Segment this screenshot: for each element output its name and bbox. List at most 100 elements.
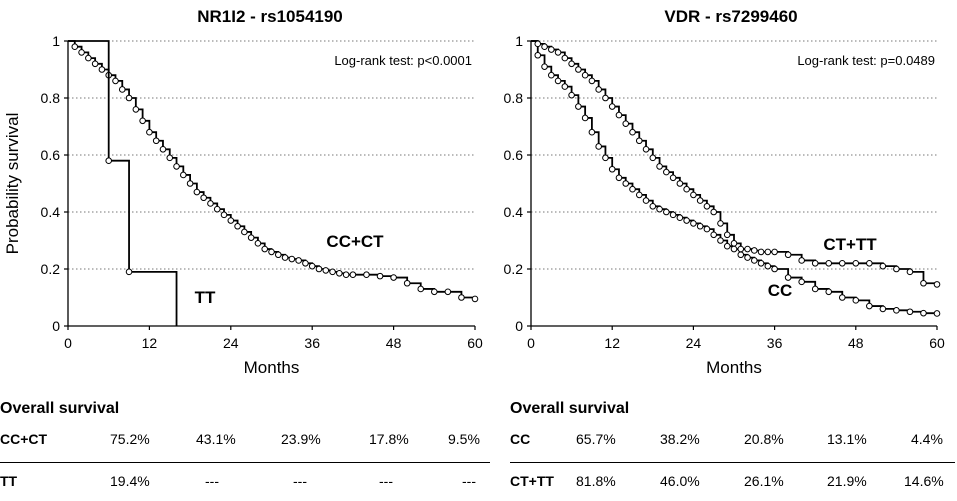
censor-marker [798,278,805,286]
censor-marker [838,294,846,301]
censor-marker [629,185,636,193]
censor-marker [471,295,479,303]
censor-marker [458,294,465,301]
x-tick-label: 12 [142,335,158,351]
censor-marker [581,71,589,79]
table-cell: 13.1% [827,431,867,447]
censor-marker [723,231,731,239]
censor-marker [431,288,438,296]
y-tick-label: 0.8 [504,90,524,106]
censor-marker [811,260,819,267]
censor-marker [649,154,657,162]
censor-marker [139,117,146,125]
censor-marker [349,271,357,279]
censor-marker [683,185,690,193]
table-cell: 21.9% [827,473,867,489]
censor-marker [568,60,575,68]
censor-marker [234,222,241,230]
series-label: CC+CT [326,232,384,251]
censor-marker [220,211,228,219]
series-label: CC [768,281,793,300]
censor-marker [568,91,575,99]
table-divider [510,462,955,463]
censor-marker [757,248,765,256]
table-cell: 65.7% [576,431,616,447]
y-tick-label: 0.8 [41,90,61,106]
censor-marker [602,94,609,102]
censor-marker [933,310,941,317]
censor-marker [811,285,819,293]
table-cell: 4.4% [911,431,943,447]
table-cell: 9.5% [448,431,480,447]
censor-marker [717,237,724,244]
row-label: CC+CT [0,431,48,447]
y-tick-label: 0 [515,318,523,334]
censor-marker [575,103,582,110]
series-line-tt [68,40,178,326]
censor-marker [541,63,548,70]
table-row: CT+TT 81.8% 46.0% 26.1% 21.9% 14.6% [510,473,955,495]
censor-marker [838,260,846,267]
censor-marker [548,71,555,79]
y-tick-label: 0 [52,318,60,334]
row-label: TT [0,473,18,489]
censor-marker [308,262,316,270]
censor-marker [186,180,194,187]
censor-marker [125,268,133,276]
censor-marker [227,217,235,224]
y-tick-label: 0.4 [504,204,524,220]
censor-marker [825,288,833,296]
x-tick-label: 0 [64,335,72,351]
censor-marker [676,214,684,221]
censor-marker [642,197,650,204]
censor-marker [588,77,596,85]
censor-marker [281,254,289,261]
censor-marker [329,268,336,276]
censor-marker [268,248,275,256]
series-label: TT [195,288,216,307]
table-title: Overall survival [0,400,120,417]
x-tick-label: 60 [929,335,945,351]
table-row: CC+CT 75.2% 43.1% 23.9% 17.8% 9.5% [0,431,490,453]
censor-marker [744,245,751,253]
x-tick-label: 0 [527,335,535,351]
censor-marker [588,128,596,136]
logrank-annotation: Log-rank test: p<0.0001 [334,53,472,68]
censor-marker [757,260,765,267]
y-tick-label: 0.6 [41,147,61,163]
y-axis-label: Probability survival [3,113,22,255]
censor-marker [710,208,718,216]
censor-marker [288,255,296,263]
censor-marker [554,77,562,85]
censor-marker [390,274,397,281]
table-cell: --- [462,473,476,489]
censor-marker [906,308,914,316]
censor-marker [336,269,343,277]
censor-marker [676,180,684,187]
censor-marker [180,171,187,179]
table-cell: 20.8% [744,431,784,447]
censor-marker [771,265,778,273]
x-axis-label: Months [706,358,762,377]
censor-marker [254,240,262,247]
censor-marker [112,77,119,85]
censor-marker [893,265,900,273]
chart-title: NR1I2 - rs1054190 [197,7,343,26]
censor-marker [548,46,555,53]
censor-marker [879,305,887,313]
censor-marker [615,111,623,119]
censor-marker [444,288,452,296]
censor-marker [656,205,663,213]
censor-marker [615,174,623,182]
x-tick-label: 36 [304,335,320,351]
censor-marker [622,120,630,127]
censor-marker [241,228,248,236]
censor-marker [274,251,282,259]
censor-marker [302,260,309,267]
censor-marker [85,54,92,62]
table-divider [0,462,490,463]
censor-marker [920,309,927,317]
censor-marker [920,279,927,287]
censor-marker [852,297,860,304]
censor-marker [622,180,630,187]
